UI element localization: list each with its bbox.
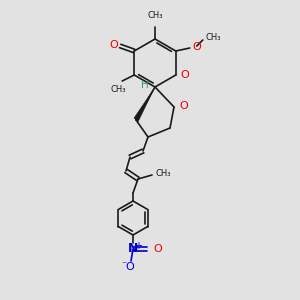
Text: CH₃: CH₃ bbox=[147, 11, 163, 20]
Text: CH₃: CH₃ bbox=[156, 169, 172, 178]
Text: O: O bbox=[179, 101, 188, 111]
Text: +: + bbox=[134, 241, 142, 251]
Polygon shape bbox=[134, 87, 155, 122]
Text: CH₃: CH₃ bbox=[110, 85, 126, 94]
Text: O: O bbox=[110, 40, 118, 50]
Text: O: O bbox=[153, 244, 162, 254]
Text: H: H bbox=[141, 80, 149, 90]
Text: CH₃: CH₃ bbox=[206, 34, 221, 43]
Text: O: O bbox=[181, 70, 190, 80]
Text: N: N bbox=[128, 242, 138, 256]
Text: ⁻: ⁻ bbox=[122, 260, 127, 270]
Text: O: O bbox=[193, 42, 202, 52]
Text: O: O bbox=[126, 262, 134, 272]
